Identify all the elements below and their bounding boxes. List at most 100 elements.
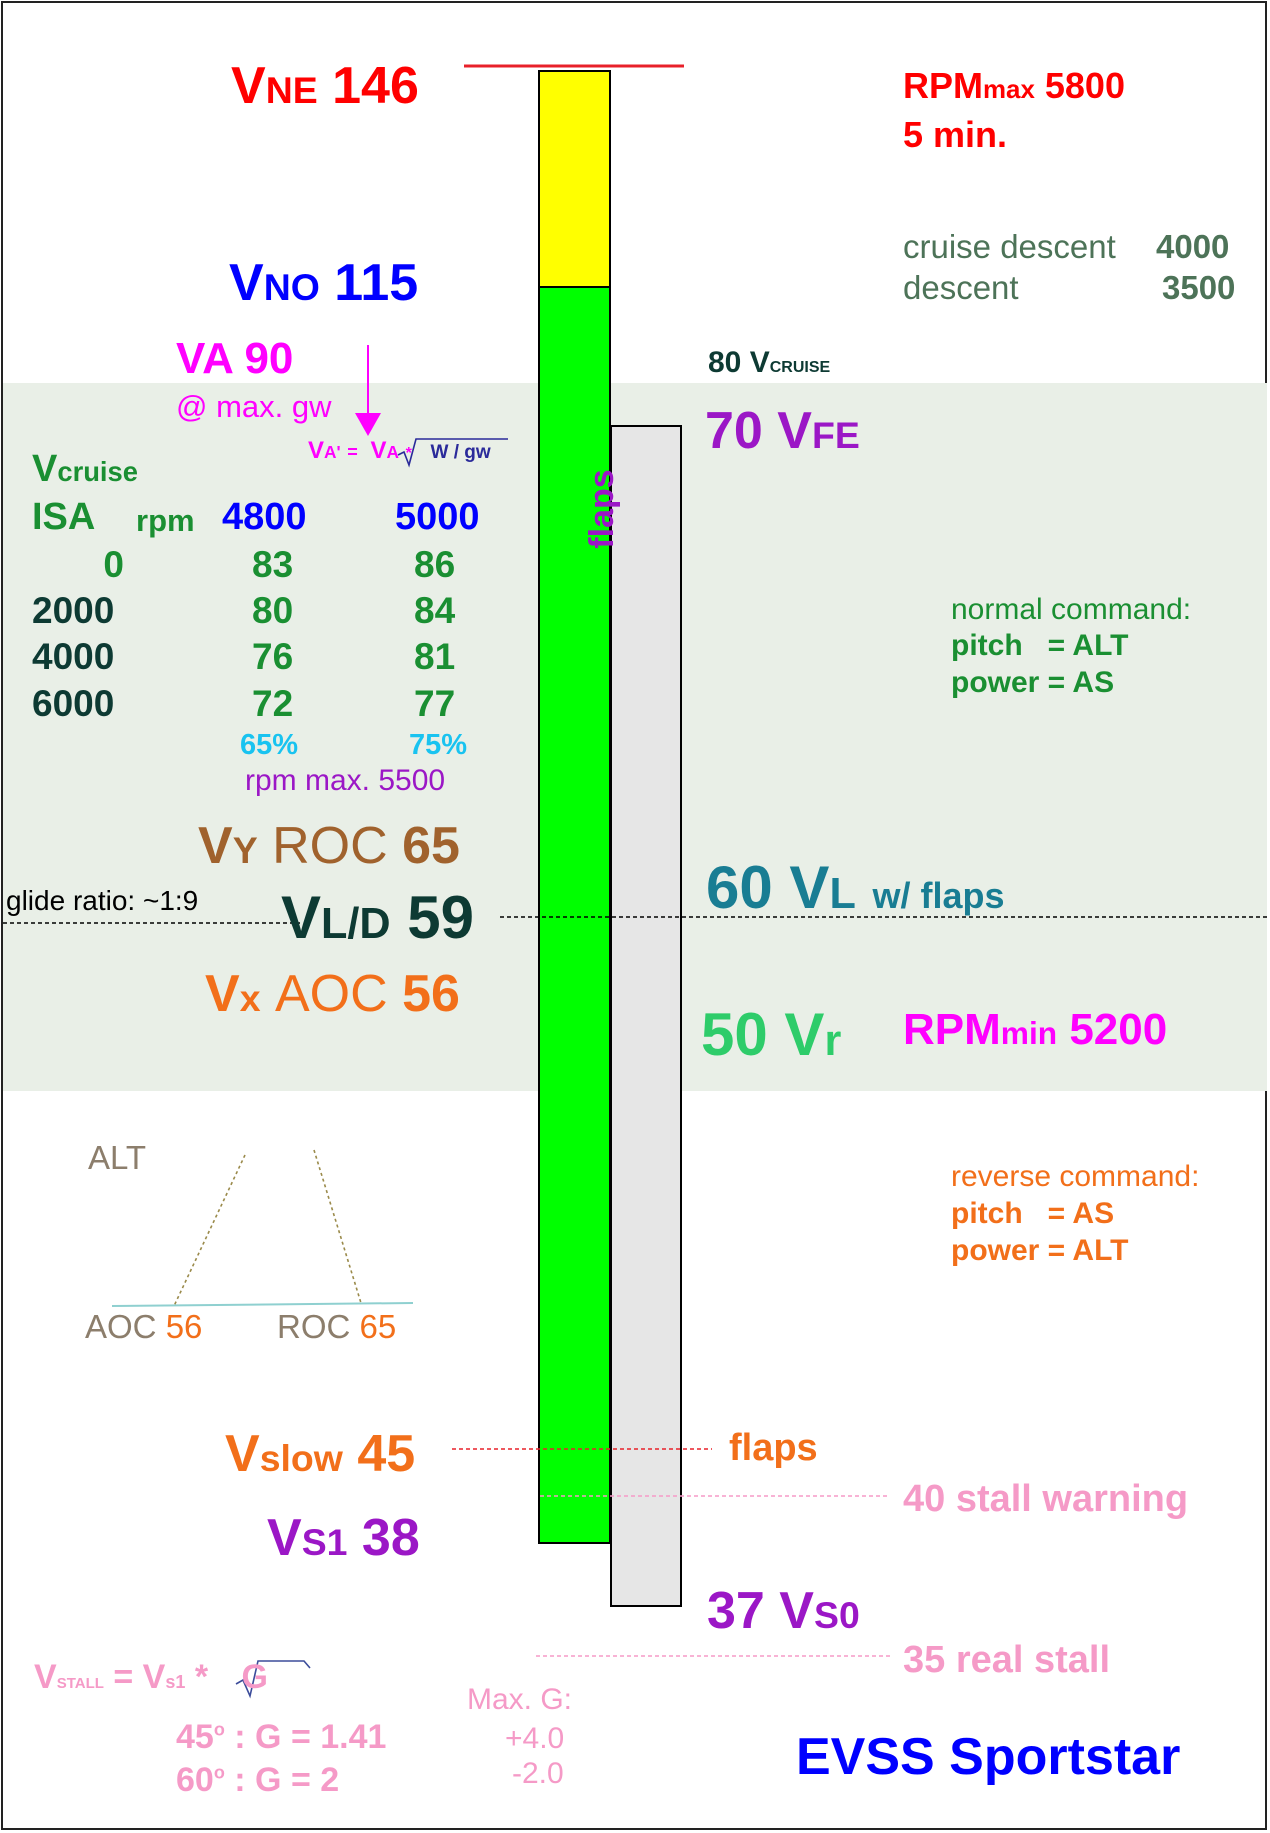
va-formula-lhs: V (308, 437, 325, 464)
cruise-descent-value: 4000 (1156, 228, 1230, 265)
vx-aoc: AOC (274, 965, 388, 1023)
triangle-aoc-label: AOC (85, 1308, 157, 1345)
real-stall: 35 real stall (903, 1639, 1111, 1681)
vy-label: VY ROC 65 (198, 820, 460, 872)
triangle-roc-value: 65 (359, 1308, 397, 1345)
yellow-arc-bar (538, 70, 611, 288)
cruise-title-main: V (32, 448, 58, 490)
cruise-row-v1: 72 (252, 683, 294, 724)
glide-ratio: glide ratio: ~1:9 (6, 885, 199, 916)
vno-sub: NO (263, 266, 320, 308)
normal-command-title: normal command: (951, 593, 1192, 626)
cruise-col1-header: 4800 (222, 496, 307, 538)
vld-label: VL/D 59 (281, 888, 474, 948)
green-arc-bar (538, 286, 611, 1544)
vno-main: V (229, 254, 264, 312)
vs1-label: VS1 38 (267, 1512, 420, 1564)
triangle-roc-label: ROC (277, 1308, 351, 1345)
rpm-min-sub: min (1000, 1015, 1058, 1051)
vl-sub: L (829, 870, 856, 918)
triangle-right-leg (313, 1149, 362, 1304)
vx-value: 56 (402, 965, 460, 1023)
va-note: @ max. gw (176, 389, 332, 424)
rpm-max-main: RPM (903, 65, 983, 106)
descent-value: 3500 (1162, 269, 1236, 306)
vld-sub: L/D (321, 900, 391, 948)
stall-warning: 40 stall warning (903, 1478, 1189, 1520)
triangle-base (111, 1302, 414, 1307)
vs0-main: V (779, 1582, 814, 1640)
vx-label: Vx AOC 56 (205, 968, 460, 1020)
vs1-main: V (267, 1509, 302, 1567)
stall-formula-rhs-sub: s1 (165, 1672, 186, 1692)
cruise-row-v1: 83 (252, 544, 294, 585)
normal-command-line1: pitch = ALT (951, 629, 1129, 662)
vne-main: V (231, 57, 266, 115)
va-arrow-icon (355, 345, 381, 436)
cruise-row-v2: 84 (414, 590, 456, 631)
vy-sub: Y (232, 829, 258, 871)
stall-formula-lhs-sub: STALL (56, 1675, 104, 1692)
bank-45-g: : G = 1.41 (234, 1718, 387, 1756)
vl-suffix: w/ flaps (872, 875, 1005, 916)
vx-main: V (205, 965, 240, 1023)
vr-label: 50 Vr (701, 1005, 841, 1065)
vy-value: 65 (402, 817, 460, 875)
vs0-value: 37 (707, 1582, 765, 1640)
stall-formula-eq: = (113, 1658, 134, 1696)
sqrt-icon (397, 438, 508, 468)
flaps-range-bar (610, 425, 682, 1607)
vs1-sub: S1 (301, 1521, 348, 1563)
triangle-alt-label: ALT (88, 1139, 147, 1176)
triangle-aoc-value: 56 (165, 1308, 203, 1345)
stall-formula-lhs: V (34, 1658, 57, 1696)
vne-sub: NE (265, 69, 318, 111)
bank-45-deg: o (213, 1719, 225, 1740)
vr-value: 50 (701, 1001, 768, 1068)
stall-formula: VSTALL = Vs1 * G (34, 1660, 268, 1694)
bank-60-g: : G = 2 (234, 1761, 340, 1799)
cruise-row-alt: 2000 (32, 590, 115, 631)
vfe-label: 70 VFE (705, 405, 860, 457)
bank-60: 60o : G = 2 (176, 1763, 339, 1797)
vy-roc: ROC (272, 817, 388, 875)
vfe-main: V (777, 402, 812, 460)
va-formula-mid-sub: A (386, 442, 399, 462)
vfe-value: 70 (705, 402, 763, 460)
va-formula-radicand: W / gw (430, 442, 491, 463)
cruise-row-v1: 76 (252, 636, 294, 677)
normal-command-line2: power = AS (951, 666, 1115, 699)
stall-formula-rhs: V (142, 1658, 166, 1696)
vne-label: VNE 146 (231, 60, 419, 112)
max-g-pos: +4.0 (505, 1722, 565, 1755)
rpm-max-label: RPMmax 5800 (903, 68, 1125, 104)
vslow-flaps: flaps (729, 1427, 818, 1469)
vs0-sub: S0 (813, 1594, 860, 1636)
cruise-table-title: Vcruise (32, 450, 138, 488)
bank-60-deg: o (213, 1762, 225, 1783)
vl-label: 60 VL w/ flaps (706, 858, 1005, 918)
va-formula-mid: V (370, 437, 387, 464)
triangle-aoc: AOC 56 (85, 1310, 202, 1343)
va-formula-op: * (405, 445, 412, 462)
cruise-descent-label: cruise descent (903, 228, 1116, 265)
cruise-row-v1: 80 (252, 590, 294, 631)
va-label: VA 90 (176, 334, 294, 383)
rpm-max-value: 5800 (1044, 65, 1125, 106)
max-g-title: Max. G: (467, 1683, 573, 1716)
sqrt-icon (235, 1660, 311, 1699)
vld-value: 59 (407, 884, 475, 951)
v-cruise-mark: 80 VCRUISE (708, 348, 830, 378)
cruise-row-alt: 0 (103, 544, 124, 585)
va-formula-eq: = (347, 442, 358, 462)
vy-main: V (198, 817, 233, 875)
va-formula-lhs-sub: A' (324, 442, 341, 462)
vs0-label: 37 VS0 (707, 1585, 860, 1637)
rpm-max-duration: 5 min. (903, 114, 1008, 155)
stall-formula-op: * (194, 1658, 209, 1696)
vno-value: 115 (334, 254, 419, 312)
vl-value: 60 (706, 854, 773, 921)
cruise-row-v2: 81 (414, 636, 456, 677)
vfe-sub: FE (811, 414, 860, 456)
